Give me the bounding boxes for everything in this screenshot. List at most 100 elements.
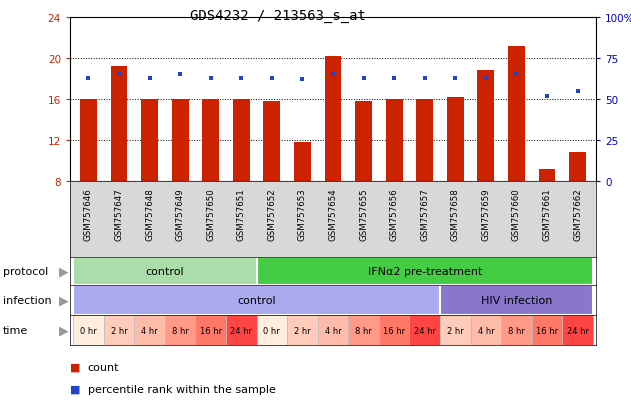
Text: GSM757656: GSM757656: [390, 188, 399, 240]
Text: GSM757651: GSM757651: [237, 188, 245, 240]
Bar: [110, 67, 127, 182]
Text: 2 hr: 2 hr: [294, 326, 311, 335]
Point: [542, 93, 552, 100]
Text: infection: infection: [3, 295, 52, 305]
Point: [328, 72, 338, 78]
Text: GSM757654: GSM757654: [329, 188, 338, 240]
Bar: [562, 315, 593, 345]
Text: 8 hr: 8 hr: [355, 326, 372, 335]
Text: control: control: [146, 266, 184, 276]
Text: 16 hr: 16 hr: [383, 326, 405, 335]
Bar: [263, 102, 280, 182]
Bar: [447, 98, 464, 182]
Text: protocol: protocol: [3, 266, 49, 276]
Bar: [233, 100, 250, 182]
Text: GSM757650: GSM757650: [206, 188, 215, 240]
Text: 4 hr: 4 hr: [324, 326, 341, 335]
Text: ▶: ▶: [59, 265, 68, 278]
Bar: [318, 315, 348, 345]
Point: [389, 75, 399, 82]
Text: GSM757655: GSM757655: [359, 188, 368, 240]
Point: [420, 75, 430, 82]
Text: percentile rank within the sample: percentile rank within the sample: [88, 384, 276, 394]
Point: [144, 75, 155, 82]
Text: GSM757648: GSM757648: [145, 188, 154, 240]
Text: GSM757649: GSM757649: [175, 188, 185, 240]
Point: [572, 88, 582, 95]
Text: 0 hr: 0 hr: [80, 326, 97, 335]
Bar: [539, 169, 555, 182]
Point: [512, 72, 522, 78]
Text: GDS4232 / 213563_s_at: GDS4232 / 213563_s_at: [190, 9, 365, 23]
Bar: [73, 257, 257, 285]
Text: GSM757662: GSM757662: [573, 188, 582, 240]
Text: 0 hr: 0 hr: [264, 326, 280, 335]
Bar: [416, 100, 433, 182]
Bar: [569, 153, 586, 182]
Text: GSM757646: GSM757646: [84, 188, 93, 240]
Text: 8 hr: 8 hr: [172, 326, 189, 335]
Text: ▶: ▶: [59, 294, 68, 307]
Bar: [287, 315, 318, 345]
Text: 24 hr: 24 hr: [567, 326, 589, 335]
Point: [206, 75, 216, 82]
Text: GSM757661: GSM757661: [543, 188, 551, 240]
Text: IFNα2 pre-treatment: IFNα2 pre-treatment: [367, 266, 482, 276]
Text: GSM757657: GSM757657: [420, 188, 429, 240]
Text: 4 hr: 4 hr: [141, 326, 158, 335]
Bar: [508, 47, 525, 182]
Point: [236, 75, 246, 82]
Bar: [172, 100, 189, 182]
Bar: [410, 315, 440, 345]
Text: time: time: [3, 325, 28, 335]
Point: [358, 75, 369, 82]
Text: GSM757652: GSM757652: [268, 188, 276, 240]
Bar: [103, 315, 134, 345]
Point: [481, 75, 491, 82]
Text: control: control: [237, 295, 276, 305]
Text: ■: ■: [70, 362, 81, 372]
Bar: [440, 315, 471, 345]
Text: 8 hr: 8 hr: [508, 326, 525, 335]
Bar: [440, 285, 593, 315]
Bar: [294, 143, 311, 182]
Bar: [348, 315, 379, 345]
Point: [451, 75, 461, 82]
Text: GSM757658: GSM757658: [451, 188, 460, 240]
Bar: [165, 315, 196, 345]
Bar: [501, 315, 532, 345]
Bar: [478, 71, 494, 182]
Bar: [257, 315, 287, 345]
Bar: [226, 315, 257, 345]
Bar: [257, 257, 593, 285]
Bar: [73, 315, 103, 345]
Bar: [73, 285, 440, 315]
Point: [114, 72, 124, 78]
Text: GSM757647: GSM757647: [114, 188, 124, 240]
Text: ■: ■: [70, 384, 81, 394]
Text: 4 hr: 4 hr: [478, 326, 494, 335]
Bar: [355, 102, 372, 182]
Point: [175, 72, 185, 78]
Text: GSM757659: GSM757659: [481, 188, 490, 240]
Text: count: count: [88, 362, 119, 372]
Bar: [471, 315, 501, 345]
Bar: [196, 315, 226, 345]
Bar: [80, 100, 97, 182]
Bar: [379, 315, 410, 345]
Point: [83, 75, 93, 82]
Point: [297, 77, 307, 83]
Text: 16 hr: 16 hr: [536, 326, 558, 335]
Bar: [386, 100, 403, 182]
Bar: [324, 57, 341, 182]
Text: 24 hr: 24 hr: [230, 326, 252, 335]
Text: 16 hr: 16 hr: [199, 326, 221, 335]
Text: 2 hr: 2 hr: [110, 326, 127, 335]
Text: ▶: ▶: [59, 324, 68, 337]
Text: GSM757660: GSM757660: [512, 188, 521, 240]
Bar: [141, 100, 158, 182]
Bar: [203, 100, 219, 182]
Text: GSM757653: GSM757653: [298, 188, 307, 240]
Bar: [532, 315, 562, 345]
Bar: [134, 315, 165, 345]
